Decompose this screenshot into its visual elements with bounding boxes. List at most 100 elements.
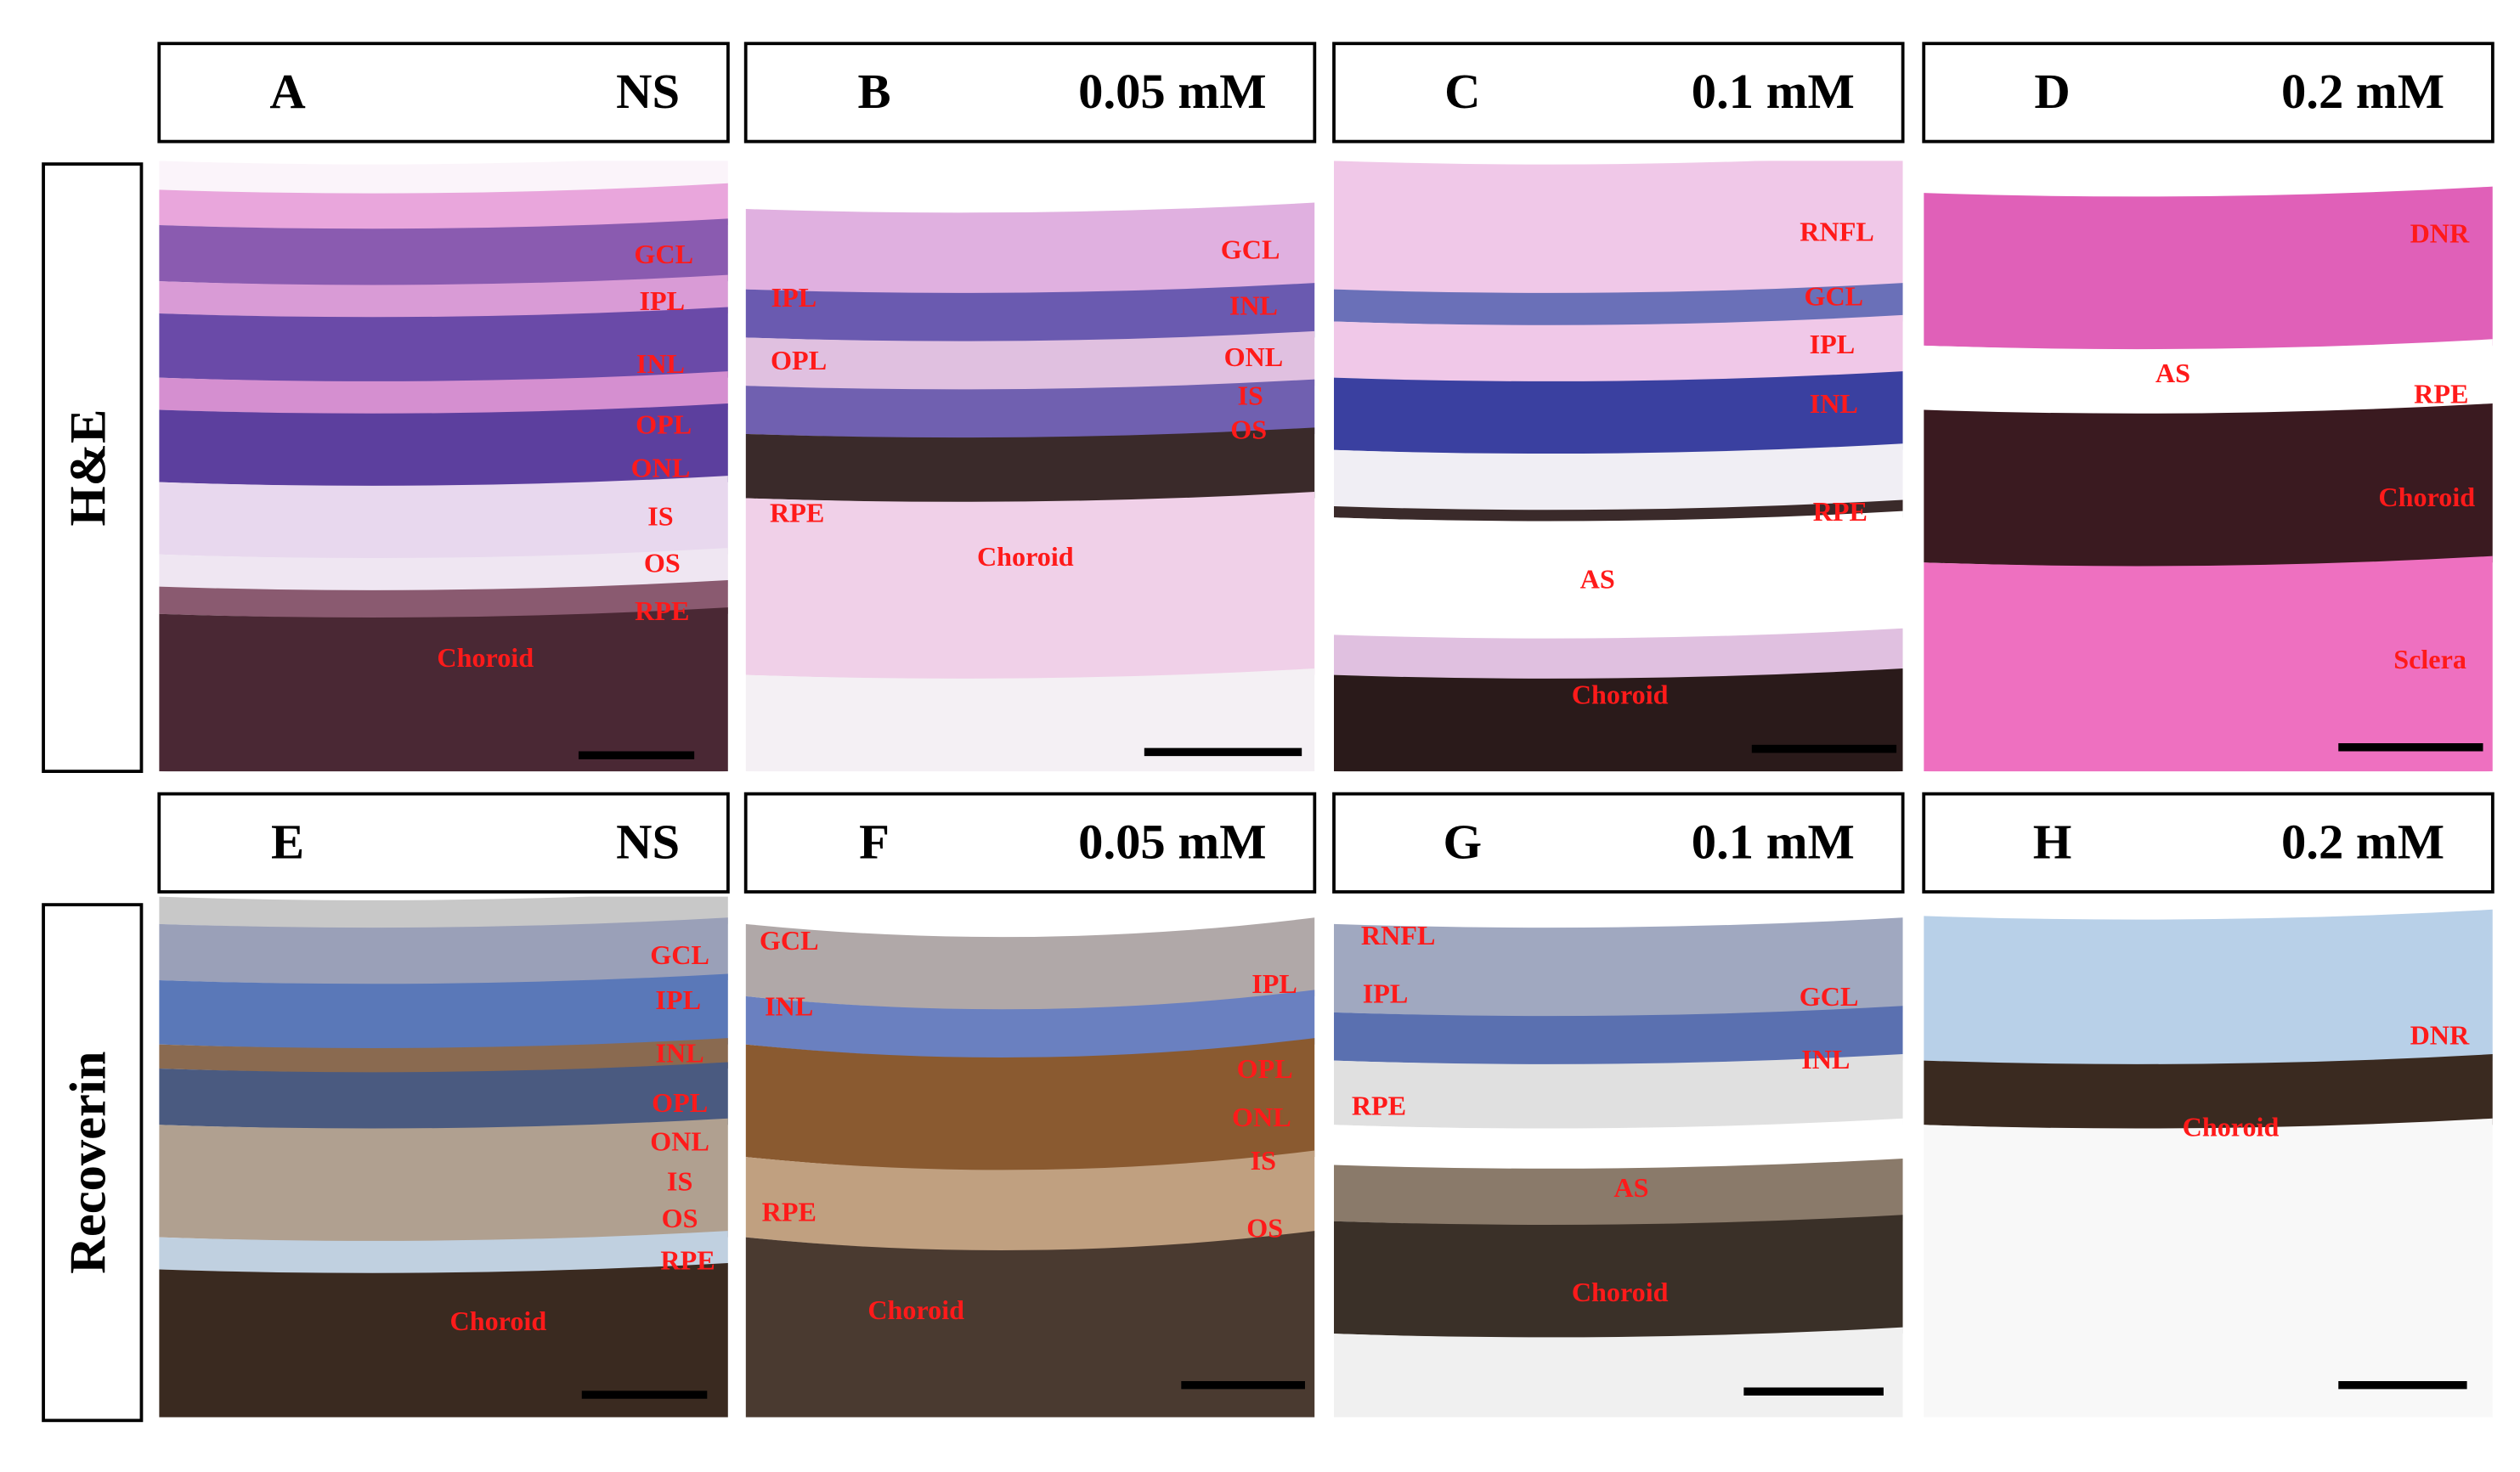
panel: H 0.2 mM DNR Choroid — [1922, 792, 2495, 1418]
layer-label: ONL — [1232, 1102, 1291, 1132]
panel: G 0.1 mM RNFL IPL GCL INL RPE AS Choroid — [1332, 792, 1905, 1418]
layer-label: IS — [667, 1166, 692, 1197]
layer-label: OPL — [636, 409, 692, 440]
layer-label: Sclera — [2393, 644, 2466, 674]
layer-label: INL — [1801, 1044, 1850, 1074]
layer-label: IPL — [1252, 968, 1297, 999]
layer-label: IPL — [640, 285, 686, 316]
tissue-image — [159, 896, 728, 1418]
tissue-layer — [745, 1231, 1315, 1418]
tissue-layer — [745, 917, 1315, 1011]
tissue-layer — [1334, 1006, 1903, 1066]
panel-letter: D — [2034, 64, 2070, 119]
panel-condition: 0.2 mM — [2281, 64, 2444, 119]
panel-letter: A — [269, 64, 305, 119]
tissue-layer — [159, 1038, 728, 1074]
tissue-image — [1924, 896, 2493, 1418]
panel-condition: 0.1 mM — [1692, 814, 1855, 869]
layer-label: AS — [1613, 1172, 1648, 1203]
tissue-layer — [745, 161, 1315, 214]
tissue-layer — [159, 580, 728, 619]
layer-label: IPL — [1810, 329, 1856, 359]
layer-label: GCL — [650, 939, 709, 970]
tissue-layer — [159, 403, 728, 488]
layer-label: Choroid — [867, 1294, 964, 1325]
layer-label: OS — [644, 547, 681, 578]
tissue-layer — [745, 1038, 1315, 1172]
layer-label: RPE — [770, 498, 824, 528]
layer-label: Choroid — [2378, 482, 2475, 512]
tissue-layer — [745, 990, 1315, 1059]
panel-condition: 0.2 mM — [2281, 814, 2444, 869]
tissue-layer — [1334, 314, 1903, 383]
tissue-image — [1924, 161, 2493, 772]
layer-label: RNFL — [1361, 920, 1436, 950]
tissue-layer — [1334, 1054, 1903, 1130]
tissue-layer — [1924, 1054, 2493, 1130]
panel-letter: C — [1444, 64, 1480, 119]
layer-label: AS — [2156, 358, 2190, 388]
tissue-layer — [1334, 1327, 1903, 1418]
tissue-layer — [1924, 1118, 2493, 1418]
panel-condition: NS — [616, 814, 680, 869]
panel-header — [157, 792, 730, 894]
tissue-layer — [745, 330, 1315, 391]
tissue-layer — [1924, 556, 2493, 772]
panel-header — [1332, 792, 1905, 894]
row-label: H&E — [60, 409, 117, 527]
tissue-layer — [159, 161, 728, 195]
layer-label: OPL — [652, 1087, 708, 1118]
panel-letter: E — [271, 814, 304, 869]
layer-label: Choroid — [1572, 1277, 1669, 1307]
panel-letter: B — [857, 64, 890, 119]
layer-label: RPE — [762, 1197, 816, 1227]
tissue-image — [745, 161, 1315, 772]
layer-label: DNR — [2410, 1019, 2470, 1050]
layer-label: INL — [636, 348, 685, 379]
row-label-box — [42, 162, 144, 774]
layer-label: RPE — [660, 1244, 715, 1275]
layer-label: OS — [1230, 414, 1267, 444]
tissue-layer — [159, 371, 728, 415]
layer-label: AS — [1580, 563, 1615, 594]
layer-label: RNFL — [1800, 217, 1874, 247]
panel: C 0.1 mM RNFL GCL IPL INL RPE AS Choroid — [1332, 42, 1905, 772]
layer-label: Choroid — [977, 541, 1074, 572]
tissue-layer — [159, 917, 728, 985]
tissue-image — [1334, 896, 1903, 1418]
layer-label: ONL — [1224, 341, 1284, 372]
tissue-layer — [159, 183, 728, 230]
layer-label: IS — [1251, 1145, 1276, 1176]
tissue-layer — [159, 307, 728, 383]
tissue-layer — [159, 973, 728, 1050]
panel: F 0.05 mM GCL IPL INL OPL ONL IS RPE OS Choroid — [743, 792, 1317, 1418]
tissue-layer — [1924, 186, 2493, 351]
tissue-layer — [1334, 1158, 1903, 1227]
layer-label: RPE — [635, 595, 689, 626]
tissue-layer — [159, 1262, 728, 1418]
panel-letter: F — [859, 814, 890, 869]
tissue-layer — [745, 202, 1315, 295]
panel-letter: G — [1444, 814, 1483, 869]
tissue-layer — [159, 476, 728, 560]
tissue-layer — [745, 668, 1315, 772]
tissue-layer — [1924, 403, 2493, 567]
tissue-image — [159, 161, 728, 772]
panel: E NS GCL IPL INL OPL ONL IS OS RPE Choroid — [157, 792, 730, 1418]
layer-label: INL — [656, 1037, 704, 1068]
panel-header — [743, 792, 1317, 894]
tissue-layer — [159, 1062, 728, 1130]
layer-label: INL — [1810, 388, 1858, 419]
layer-label: RPE — [2414, 379, 2468, 409]
layer-label: RPE — [1813, 496, 1867, 527]
layer-label: OS — [1246, 1212, 1283, 1243]
tissue-layer — [1334, 896, 1903, 929]
row-label-box — [42, 903, 144, 1423]
panel-condition: 0.05 mM — [1078, 814, 1266, 869]
row-label: Recoverin — [60, 1052, 117, 1274]
tissue-layer — [1334, 510, 1903, 640]
tissue-layer — [1924, 161, 2493, 198]
layer-label: OS — [662, 1203, 698, 1233]
tissue-layer — [1334, 1118, 1903, 1170]
tissue-layer — [1334, 161, 1903, 295]
